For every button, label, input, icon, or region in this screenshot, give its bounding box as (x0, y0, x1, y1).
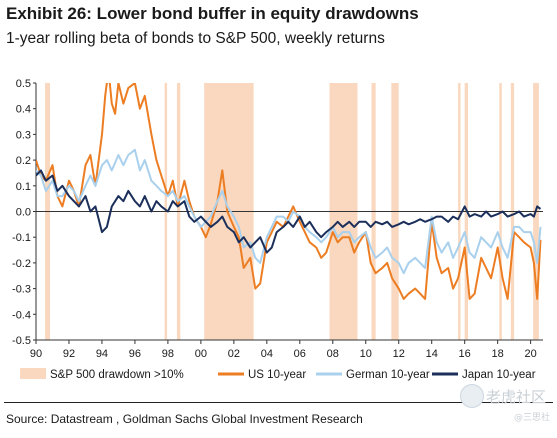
legend-label-2: German 10-year (346, 369, 430, 381)
chart-title: Exhibit 26: Lower bond buffer in equity … (6, 4, 419, 23)
x-tick-label: 04 (261, 348, 273, 360)
axes: 0.5 0.4 0.3 0.2 0.1 0.0 -0.1 -0.2 -0.3 -0.4 -0.590… (12, 78, 543, 360)
x-tick-label: 08 (327, 348, 339, 360)
y-tick-label: 0.5 (16, 78, 31, 90)
chart-canvas: 0.5 0.4 0.3 0.2 0.1 0.0 -0.1 -0.2 -0.3 -0.4 -0.590… (12, 78, 543, 381)
tiger-logo-icon (460, 384, 484, 408)
source-note: Source: Datastream , Goldman Sachs Globa… (6, 412, 363, 426)
series-line-us-10-year (36, 83, 542, 300)
x-tick-label: 90 (30, 348, 42, 360)
y-tick-label: 0.0 (16, 207, 31, 219)
x-tick-label: 00 (195, 348, 207, 360)
y-tick-label: -0.1 (12, 232, 31, 244)
y-tick-label: 0.2 (16, 155, 31, 167)
legend-label-3: Japan 10-year (462, 369, 536, 381)
series-lines (36, 83, 542, 300)
series-line-japan-10-year (36, 169, 542, 254)
footer-rule (4, 402, 553, 403)
y-tick-label: -0.5 (12, 335, 31, 347)
watermark: 老虎社区 @三思社 (456, 382, 552, 434)
y-tick-label: 0.3 (16, 129, 31, 141)
watermark-sub: @三思社 (514, 413, 551, 423)
x-tick-label: 20 (525, 348, 537, 360)
x-tick-label: 02 (228, 348, 240, 360)
x-tick-label: 18 (492, 348, 504, 360)
x-tick-label: 16 (459, 348, 471, 360)
x-tick-label: 12 (393, 348, 405, 360)
x-tick-label: 06 (294, 348, 306, 360)
y-tick-label: -0.3 (12, 284, 31, 296)
y-tick-label: -0.4 (12, 309, 31, 321)
x-tick-label: 92 (63, 348, 75, 360)
x-tick-label: 94 (96, 348, 108, 360)
x-tick-label: 14 (426, 348, 438, 360)
y-tick-label: -0.2 (12, 258, 31, 270)
x-tick-label: 98 (162, 348, 174, 360)
legend-swatch-drawdown (20, 368, 46, 379)
watermark-text: 老虎社区 (486, 388, 547, 406)
chart-subtitle: 1-year rolling beta of bonds to S&P 500,… (6, 30, 385, 47)
x-tick-label: 96 (129, 348, 141, 360)
series-line-german-10-year (36, 148, 542, 275)
legend-label-0: S&P 500 drawdown >10% (50, 369, 184, 381)
legend-label-1: US 10-year (248, 369, 306, 381)
y-tick-label: 0.4 (16, 104, 31, 116)
x-tick-label: 10 (360, 348, 372, 360)
legend: S&P 500 drawdown >10% US 10-year German 10… (20, 368, 536, 381)
y-tick-label: 0.1 (16, 181, 31, 193)
